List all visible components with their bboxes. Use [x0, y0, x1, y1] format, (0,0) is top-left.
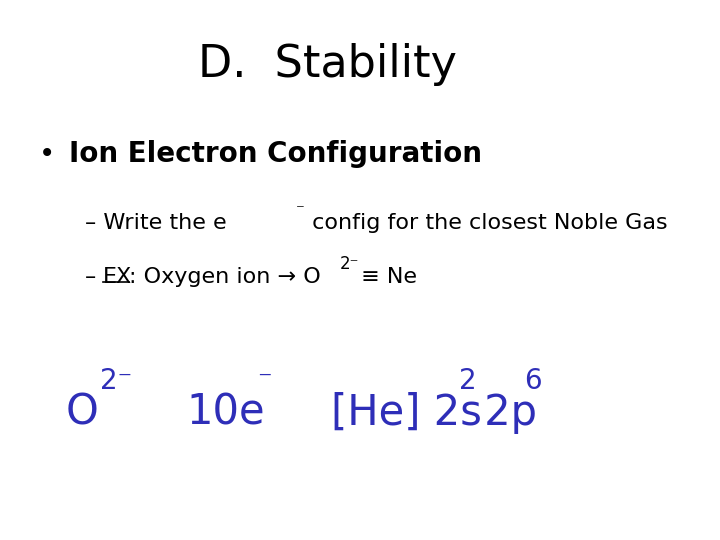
Text: 6: 6	[524, 367, 542, 395]
Text: 2: 2	[459, 367, 477, 395]
Text: – Write the e: – Write the e	[85, 213, 227, 233]
Text: : Oxygen ion → O: : Oxygen ion → O	[129, 267, 321, 287]
Text: ⁻: ⁻	[296, 201, 305, 219]
Text: 2⁻: 2⁻	[99, 367, 132, 395]
Text: 10e: 10e	[186, 392, 266, 434]
Text: O: O	[66, 392, 99, 434]
Text: [He] 2s: [He] 2s	[331, 392, 482, 434]
Text: config for the closest Noble Gas: config for the closest Noble Gas	[305, 213, 668, 233]
Text: •: •	[40, 140, 55, 168]
Text: 2p: 2p	[471, 392, 536, 434]
Text: 2⁻: 2⁻	[339, 255, 359, 273]
Text: ⁻: ⁻	[258, 367, 272, 395]
Text: EX: EX	[103, 267, 132, 287]
Text: Ion Electron Configuration: Ion Electron Configuration	[69, 140, 482, 168]
Text: –: –	[85, 267, 104, 287]
Text: ≡ Ne: ≡ Ne	[354, 267, 417, 287]
Text: D.  Stability: D. Stability	[198, 43, 457, 86]
